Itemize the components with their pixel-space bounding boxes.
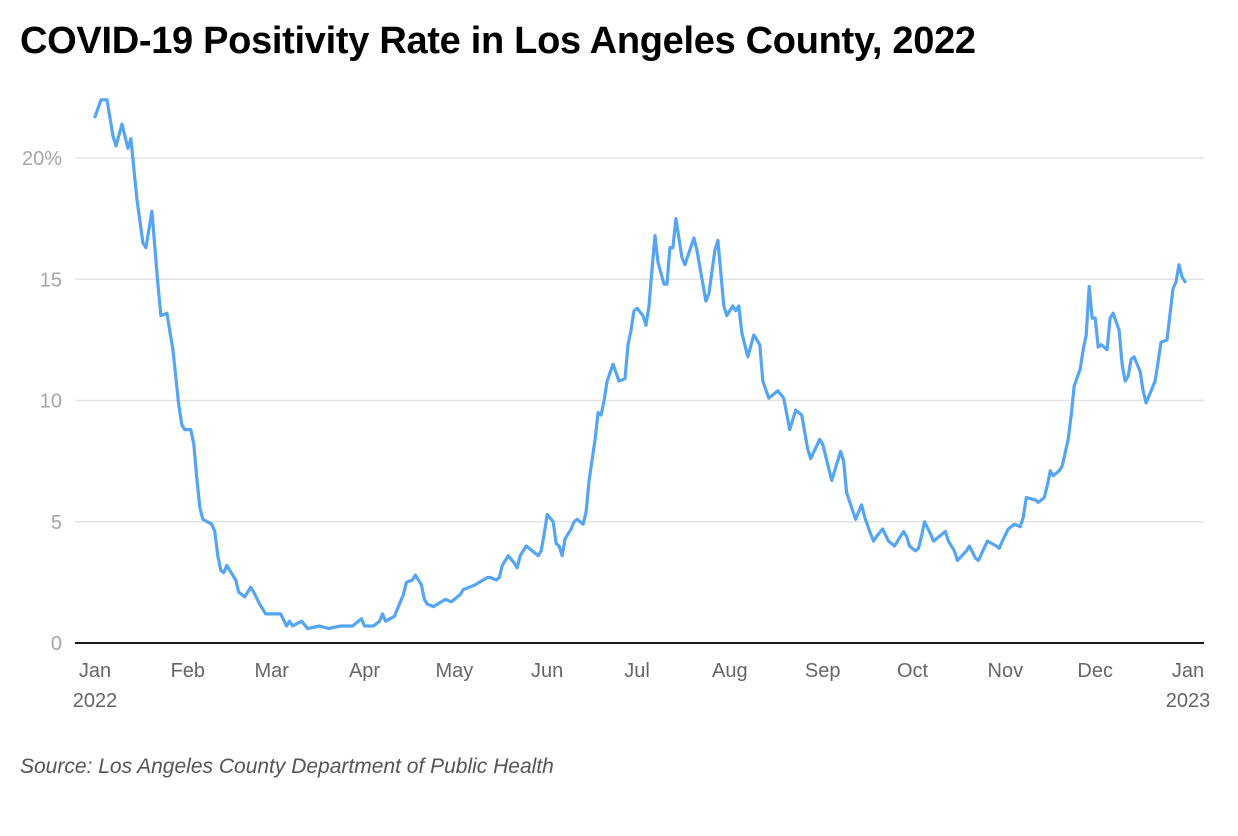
x-tick-label: Nov bbox=[988, 660, 1024, 682]
x-tick-year-label: 2023 bbox=[1166, 690, 1211, 712]
x-tick-label: Jan bbox=[1172, 660, 1204, 682]
y-tick-label: 10 bbox=[40, 391, 62, 413]
gridlines bbox=[75, 157, 1204, 523]
y-tick-label: 0 bbox=[51, 633, 62, 655]
x-tick-label: Jun bbox=[531, 660, 563, 682]
x-tick-label: Oct bbox=[897, 660, 929, 682]
x-tick-label: Jul bbox=[624, 660, 650, 682]
x-tick-label: Jan bbox=[79, 660, 111, 682]
y-axis-ticks: 0 5 10 15 20% bbox=[22, 148, 62, 655]
chart-title: COVID-19 Positivity Rate in Los Angeles … bbox=[20, 20, 976, 62]
x-tick-label: Feb bbox=[171, 660, 205, 682]
source-note: Source: Los Angeles County Department of… bbox=[20, 755, 554, 778]
x-tick-label: Aug bbox=[712, 660, 748, 682]
y-tick-label: 20% bbox=[22, 148, 62, 170]
series-line-positivity-rate bbox=[93, 98, 1187, 631]
x-tick-year-label: 2022 bbox=[73, 690, 118, 712]
x-axis-ticks: Jan 2022 Feb Mar Apr May Jun Jul Aug Sep Oct Nov Dec… bbox=[73, 660, 1211, 712]
x-tick-label: Mar bbox=[254, 660, 289, 682]
x-tick-label: Dec bbox=[1077, 660, 1113, 682]
y-tick-label: 5 bbox=[51, 512, 62, 534]
y-tick-label: 15 bbox=[40, 269, 62, 291]
x-tick-label: Sep bbox=[805, 660, 841, 682]
x-tick-label: May bbox=[435, 660, 473, 682]
x-tick-label: Apr bbox=[349, 660, 380, 682]
